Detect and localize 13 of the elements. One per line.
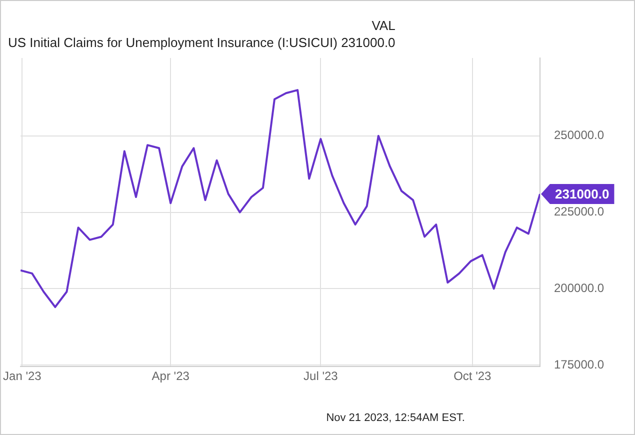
x-tick-label: Apr '23 [152,369,190,384]
legend-title: VAL [370,18,396,33]
x-tick-label: Oct '23 [454,369,492,384]
text: US Initial Claims for Unemployment Insurance (I:USICUI) [8,35,338,50]
y-tick-label: 200000.0 [554,281,604,295]
text: Nov 21 2023, 12:54AM EST. [326,412,465,424]
x-tick-label: Jul '23 [304,369,338,384]
annotation: 231000.0 [555,186,610,202]
text: 231000.0 [341,35,396,50]
y-tick-label: 175000.0 [554,357,604,372]
x-tick-label: Jan '23 [3,369,42,384]
y-tick-label: 250000.0 [554,128,604,142]
y-tick-label: 225000.0 [554,204,604,219]
